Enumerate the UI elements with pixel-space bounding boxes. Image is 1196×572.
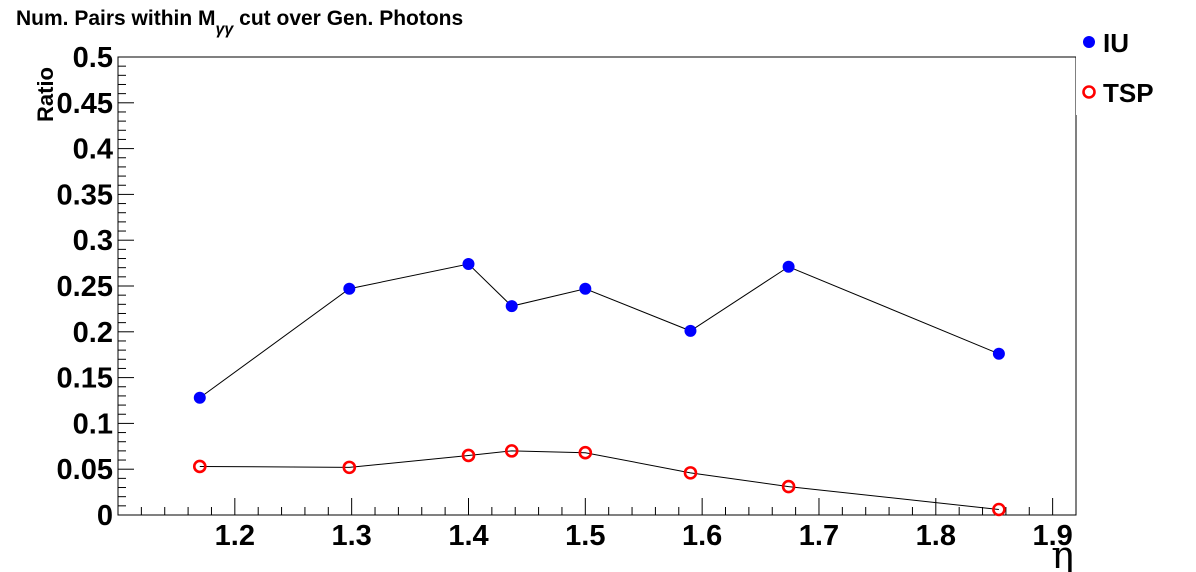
legend-box [1076, 18, 1196, 115]
x-tick-label: 1.6 [682, 520, 722, 552]
y-tick-label: 0.05 [57, 454, 113, 486]
y-tick-label: 0.2 [73, 317, 113, 349]
data-point-iu [193, 391, 206, 404]
chart-title-suffix: cut over Gen. Photons [233, 7, 463, 30]
y-axis-title: Ratio [33, 67, 58, 122]
x-tick-label: 1.2 [215, 520, 255, 552]
x-tick-label: 1.9 [1032, 520, 1072, 552]
y-tick-label: 0.45 [57, 88, 113, 120]
data-point-iu [343, 282, 356, 295]
y-tick-label: 0.3 [73, 225, 113, 257]
plot-frame [117, 56, 1077, 516]
legend-marker-iu [1083, 36, 1095, 48]
legend-label-iu: IU [1103, 28, 1129, 58]
series-line-tsp [199, 450, 999, 511]
chart-title-main: Num. Pairs within M [16, 7, 216, 30]
data-point-tsp [461, 448, 476, 463]
chart-title: Num. Pairs within Mγγ cut over Gen. Phot… [16, 7, 463, 38]
x-tick-label: 1.5 [565, 520, 605, 552]
y-tick-label: 0.5 [73, 42, 113, 74]
x-tick-label: 1.7 [799, 520, 839, 552]
chart-title-subscript: γγ [216, 21, 235, 38]
y-tick-label: 0.15 [57, 363, 113, 395]
data-point-tsp [578, 445, 593, 460]
data-point-iu [992, 347, 1005, 360]
data-point-iu [782, 260, 795, 273]
x-tick-label: 1.4 [448, 520, 488, 552]
data-point-tsp [992, 502, 1006, 517]
data-point-tsp [504, 444, 519, 458]
x-tick-label: 1.3 [331, 520, 371, 552]
data-point-tsp [683, 466, 698, 480]
y-tick-label: 0 [97, 500, 113, 532]
data-point-tsp [342, 460, 357, 475]
legend-label-tsp: TSP [1103, 78, 1154, 108]
y-tick-label: 0.4 [73, 134, 113, 166]
legend-marker-tsp [1082, 85, 1096, 99]
x-tick-label: 1.8 [916, 520, 956, 552]
y-tick-label: 0.35 [57, 179, 113, 211]
y-tick-label: 0.25 [57, 271, 113, 303]
x-axis-title: η [1051, 533, 1074, 572]
y-tick-label: 0.1 [73, 408, 113, 440]
data-point-iu [462, 258, 475, 271]
data-point-iu [505, 300, 518, 313]
data-point-tsp [192, 459, 207, 474]
data-point-iu [684, 324, 697, 337]
series-line-iu [199, 263, 1000, 399]
data-point-iu [579, 282, 592, 295]
data-point-tsp [781, 479, 796, 494]
legend: IU TSP [1076, 18, 1196, 115]
